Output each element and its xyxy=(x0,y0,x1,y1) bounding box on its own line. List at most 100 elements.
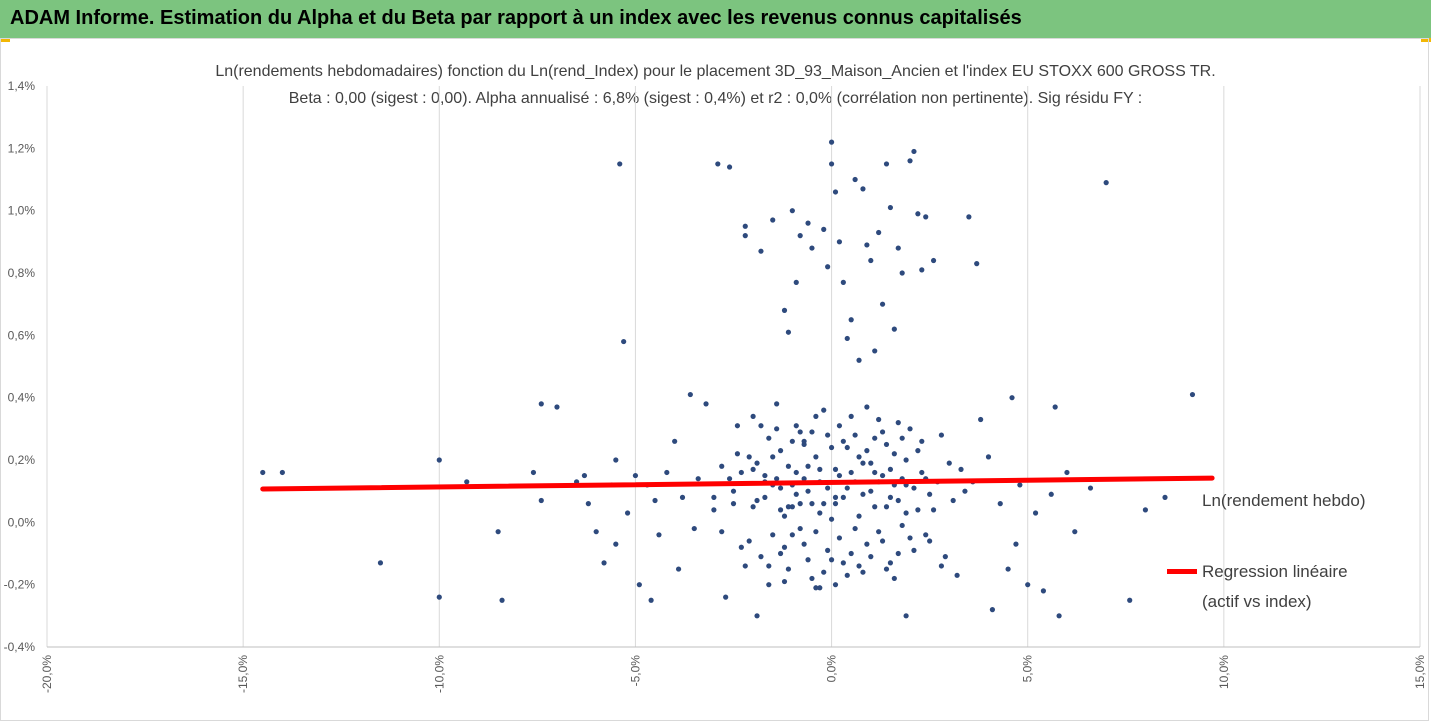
data-point xyxy=(691,525,697,532)
data-point xyxy=(797,501,803,507)
data-point xyxy=(978,416,984,423)
data-point xyxy=(762,472,768,479)
data-point xyxy=(860,491,866,497)
data-point xyxy=(801,438,807,444)
y-tick-label: 1,2% xyxy=(8,141,36,155)
data-point xyxy=(962,488,968,494)
data-point xyxy=(1103,180,1109,186)
y-tick-label: 0,6% xyxy=(8,328,36,342)
data-point xyxy=(872,435,878,441)
data-point xyxy=(793,491,799,497)
data-point xyxy=(813,529,819,535)
data-point xyxy=(915,448,921,454)
data-point xyxy=(927,538,933,544)
data-point xyxy=(899,270,905,276)
data-point xyxy=(726,164,733,170)
data-point xyxy=(989,607,996,613)
data-point xyxy=(828,557,835,563)
data-point xyxy=(903,510,909,516)
data-point xyxy=(679,494,686,500)
data-point xyxy=(805,220,811,226)
data-point xyxy=(919,267,925,273)
data-point xyxy=(781,307,788,313)
data-point xyxy=(887,494,894,500)
data-point xyxy=(868,554,874,560)
data-point xyxy=(911,547,917,553)
data-point xyxy=(754,613,760,619)
data-point xyxy=(832,189,839,195)
data-point xyxy=(864,448,870,454)
data-point xyxy=(762,494,768,500)
data-point xyxy=(746,454,752,460)
data-point xyxy=(954,572,960,578)
data-point xyxy=(840,438,846,444)
data-point xyxy=(789,208,795,214)
data-point xyxy=(770,217,776,223)
data-point xyxy=(613,457,619,463)
data-point xyxy=(876,529,882,535)
chart-title: Ln(rendements hebdomadaires) fonction du… xyxy=(215,63,1216,80)
data-point xyxy=(781,544,788,550)
data-point xyxy=(923,532,929,538)
data-point xyxy=(711,507,717,513)
data-point xyxy=(887,204,894,211)
data-point xyxy=(1162,494,1168,500)
data-point xyxy=(436,457,442,463)
data-point xyxy=(797,429,803,435)
data-point xyxy=(785,566,792,572)
data-point xyxy=(632,472,639,479)
data-point xyxy=(1048,491,1054,497)
data-point xyxy=(785,463,792,469)
report-title: ADAM Informe. Estimation du Alpha et du … xyxy=(10,7,1022,29)
data-point xyxy=(726,476,733,482)
data-point xyxy=(872,469,878,476)
data-point xyxy=(844,485,850,491)
data-point xyxy=(758,554,764,560)
data-point xyxy=(927,491,933,497)
data-point xyxy=(785,504,792,510)
data-point xyxy=(613,541,619,547)
data-point xyxy=(985,454,992,460)
data-point xyxy=(868,460,874,466)
x-tick-label: 0,0% xyxy=(825,655,839,683)
data-point xyxy=(919,469,925,476)
data-point xyxy=(738,469,744,476)
data-point xyxy=(923,214,929,220)
data-point xyxy=(868,488,874,494)
data-point xyxy=(883,566,890,572)
data-point xyxy=(903,457,909,463)
data-point xyxy=(899,435,905,441)
data-point xyxy=(879,429,886,435)
data-point xyxy=(730,488,737,494)
data-point xyxy=(848,413,854,419)
data-point xyxy=(840,560,846,566)
data-point xyxy=(777,448,784,454)
data-point xyxy=(876,416,882,423)
data-point xyxy=(958,466,964,472)
data-point xyxy=(852,432,858,438)
data-point xyxy=(746,538,752,544)
y-tick-label: 1,4% xyxy=(8,79,36,93)
legend-label-regression: Regression linéaire xyxy=(1202,562,1348,581)
data-point xyxy=(1005,566,1011,572)
data-point xyxy=(617,161,623,167)
data-point xyxy=(907,426,913,432)
data-point xyxy=(809,501,815,507)
data-point xyxy=(1052,404,1058,410)
data-point xyxy=(919,438,925,444)
data-point xyxy=(664,469,670,476)
data-point xyxy=(974,261,980,267)
data-point xyxy=(636,582,642,588)
data-point xyxy=(777,507,784,513)
data-point xyxy=(781,578,788,585)
data-point xyxy=(907,158,913,164)
data-point xyxy=(942,554,948,560)
data-point xyxy=(966,214,972,220)
x-tick-label: -10,0% xyxy=(432,655,446,693)
x-tick-label: -15,0% xyxy=(236,655,250,693)
data-point xyxy=(785,329,792,335)
y-tick-label: -0,4% xyxy=(4,640,36,654)
data-point xyxy=(817,585,823,591)
data-point xyxy=(730,501,737,507)
data-point xyxy=(781,513,788,519)
